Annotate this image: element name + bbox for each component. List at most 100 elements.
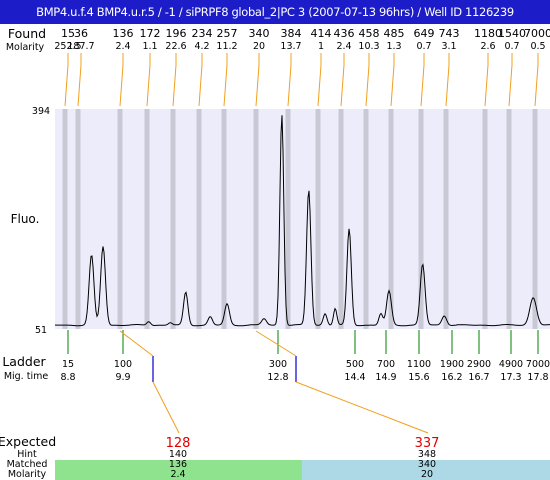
- found-size-label: 649: [414, 27, 435, 40]
- found-size-label: 196: [166, 27, 187, 40]
- found-size-label: 458: [359, 27, 380, 40]
- ladder-mig-time-label: 15.6: [408, 372, 429, 383]
- matched-value: 340: [418, 459, 436, 470]
- ladder-group: 15 8.8 100 9.9 300 12.8 500 14.4 700 14.9 1100 15.6…: [60, 330, 550, 383]
- fluorescence-trace: [54, 115, 550, 327]
- molarity-row-label: Molarity: [6, 42, 45, 53]
- found-size-label: 384: [281, 27, 302, 40]
- found-connector: [255, 64, 260, 107]
- found-peaks-group: 15252.536187.71362.41721.119622.62344.22…: [54, 27, 550, 107]
- found-molarity-label: 0.7: [504, 41, 519, 52]
- peak-bands-group: [62, 109, 538, 329]
- found-molarity-label: 2.4: [115, 41, 130, 52]
- hint-value: 140: [169, 449, 187, 460]
- ladder-size-label: 700: [377, 359, 395, 370]
- ladder-size-label: 7000: [526, 359, 550, 370]
- ladder-size-label: 4900: [499, 359, 523, 370]
- found-size-label: 485: [384, 27, 405, 40]
- found-connector: [64, 64, 69, 107]
- found-connector: [340, 64, 345, 107]
- peak-band: [221, 109, 227, 329]
- ladder-mig-time-label: 9.9: [115, 372, 130, 383]
- found-connector: [365, 64, 370, 107]
- matched-band-right: [302, 460, 550, 480]
- matched-row-label: Matched: [7, 459, 48, 470]
- plot-area: [55, 109, 550, 329]
- found-molarity-label: 1.3: [386, 41, 401, 52]
- found-molarity-label: 22.6: [165, 41, 186, 52]
- found-molarity-label: 3.1: [441, 41, 456, 52]
- found-molarity-label: 1: [318, 41, 324, 52]
- found-connector: [445, 64, 450, 107]
- found-connector: [287, 64, 292, 107]
- ladder-mig-time-label: 16.2: [441, 372, 462, 383]
- peak-band: [443, 109, 449, 329]
- found-connector: [534, 64, 539, 107]
- found-molarity-label: 20: [253, 41, 265, 52]
- chart-title: BMP4.u.f.4 BMP4.u.r.5 / -1 / siPRPF8 glo…: [36, 5, 514, 19]
- found-molarity-label: 2.4: [336, 41, 351, 52]
- expected-size-label: 337: [415, 436, 440, 451]
- ladder-size-label: 1900: [440, 359, 464, 370]
- found-molarity-label: 4.2: [194, 41, 209, 52]
- found-molarity-label: 10.3: [358, 41, 379, 52]
- expected-molarity-value: 20: [421, 469, 433, 480]
- ladder-size-label: 100: [114, 359, 132, 370]
- hint-value: 348: [418, 449, 436, 460]
- ladder-row-label: Ladder: [2, 354, 46, 369]
- found-molarity-label: 11.2: [216, 41, 237, 52]
- found-connector: [119, 64, 124, 107]
- title-bar: [0, 0, 550, 24]
- expected-size-label: 128: [166, 436, 191, 451]
- peak-band: [315, 109, 321, 329]
- found-row-label: Found: [8, 26, 46, 41]
- peak-band: [506, 109, 512, 329]
- ladder-size-label: 1100: [407, 359, 431, 370]
- y-axis-label: Fluo.: [11, 212, 40, 226]
- found-connector: [77, 64, 82, 107]
- found-molarity-label: 187.7: [67, 41, 94, 52]
- found-size-label: 743: [439, 27, 460, 40]
- found-molarity-label: 13.7: [280, 41, 301, 52]
- ladder-mig-time-label: 17.3: [500, 372, 521, 383]
- found-connector: [484, 64, 489, 107]
- expected-link: [255, 330, 297, 357]
- found-size-label: 340: [249, 27, 270, 40]
- peak-band: [117, 109, 123, 329]
- mig-time-row-label: Mig. time: [4, 371, 49, 382]
- found-size-label: 1180: [474, 27, 502, 40]
- molarity-bottom-label: Molarity: [8, 469, 47, 480]
- y-tick-top: 394: [32, 106, 50, 117]
- expected-link: [295, 381, 429, 434]
- ladder-size-label: 2900: [467, 359, 491, 370]
- peak-band: [532, 109, 538, 329]
- found-size-label: 1540: [498, 27, 526, 40]
- peak-band: [75, 109, 81, 329]
- found-size-label: 15: [61, 27, 75, 40]
- found-connector: [420, 64, 425, 107]
- found-molarity-label: 0.7: [416, 41, 431, 52]
- hint-row-label: Hint: [17, 449, 37, 460]
- ladder-mig-time-label: 14.4: [344, 372, 365, 383]
- found-molarity-label: 252.5: [54, 41, 81, 52]
- ladder-mig-time-label: 17.8: [527, 372, 548, 383]
- found-size-label: 172: [140, 27, 161, 40]
- ladder-mig-time-label: 14.9: [375, 372, 396, 383]
- matched-value: 136: [169, 459, 187, 470]
- peak-band: [363, 109, 369, 329]
- found-connector: [508, 64, 513, 107]
- found-size-label: 414: [311, 27, 332, 40]
- found-connector: [198, 64, 203, 107]
- peak-band: [338, 109, 344, 329]
- peak-band: [418, 109, 424, 329]
- ladder-mig-time-label: 12.8: [267, 372, 288, 383]
- found-molarity-label: 0.5: [530, 41, 545, 52]
- found-connector: [172, 64, 177, 107]
- found-molarity-label: 1.1: [142, 41, 157, 52]
- found-size-label: 7000: [524, 27, 550, 40]
- found-size-label: 234: [192, 27, 213, 40]
- ladder-mig-time-label: 16.7: [468, 372, 489, 383]
